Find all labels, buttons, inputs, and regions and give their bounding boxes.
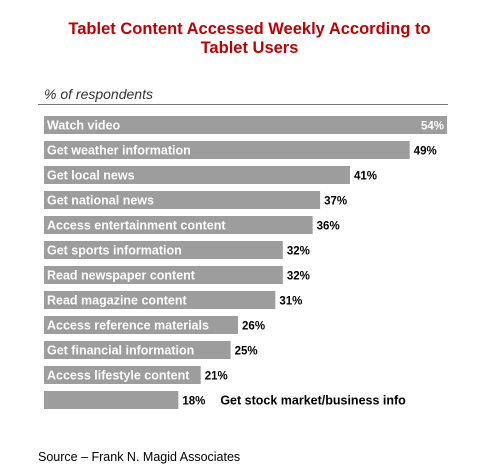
category-label-1: Get weather information xyxy=(47,144,191,158)
category-label-11: Get stock market/business info xyxy=(220,394,406,408)
value-label-6: 32% xyxy=(287,271,310,283)
value-label-5: 32% xyxy=(287,246,310,258)
value-label-7: 31% xyxy=(279,296,302,308)
value-label-11: 18% xyxy=(182,396,205,408)
source-note: Source – Frank N. Magid Associates xyxy=(38,450,241,464)
bar-4 xyxy=(44,216,313,234)
value-label-0: 54% xyxy=(421,121,444,133)
bar-5 xyxy=(44,241,283,259)
value-label-9: 25% xyxy=(235,346,258,358)
bar-6 xyxy=(44,266,283,284)
category-label-7: Read magazine content xyxy=(47,294,187,308)
value-label-1: 49% xyxy=(414,146,437,158)
bar-0 xyxy=(44,116,447,134)
category-label-6: Read newspaper content xyxy=(47,269,196,283)
category-label-2: Get local news xyxy=(47,169,135,183)
chart-subtitle: % of respondents xyxy=(44,86,153,102)
bar-11 xyxy=(44,391,179,409)
bar-8 xyxy=(44,316,239,334)
bar-1 xyxy=(44,141,410,159)
value-label-4: 36% xyxy=(317,221,340,233)
value-label-2: 41% xyxy=(354,171,377,183)
bar-7 xyxy=(44,291,276,309)
category-label-5: Get sports information xyxy=(47,244,182,258)
category-label-9: Get financial information xyxy=(47,344,194,358)
value-label-10: 21% xyxy=(205,371,228,383)
bar-9 xyxy=(44,341,231,359)
category-label-3: Get national news xyxy=(47,194,154,208)
value-label-8: 26% xyxy=(242,321,265,333)
chart-title: Tablet Content Accessed Weekly According… xyxy=(68,20,431,57)
divider-line xyxy=(38,104,448,105)
category-label-4: Access entertainment content xyxy=(47,219,226,233)
category-label-8: Access reference materials xyxy=(47,319,209,333)
category-label-10: Access lifestyle content xyxy=(47,369,190,383)
category-label-0: Watch video xyxy=(47,119,121,133)
bar-3 xyxy=(44,191,321,209)
value-label-3: 37% xyxy=(324,196,347,208)
bar-2 xyxy=(44,166,350,184)
bar-10 xyxy=(44,366,201,384)
